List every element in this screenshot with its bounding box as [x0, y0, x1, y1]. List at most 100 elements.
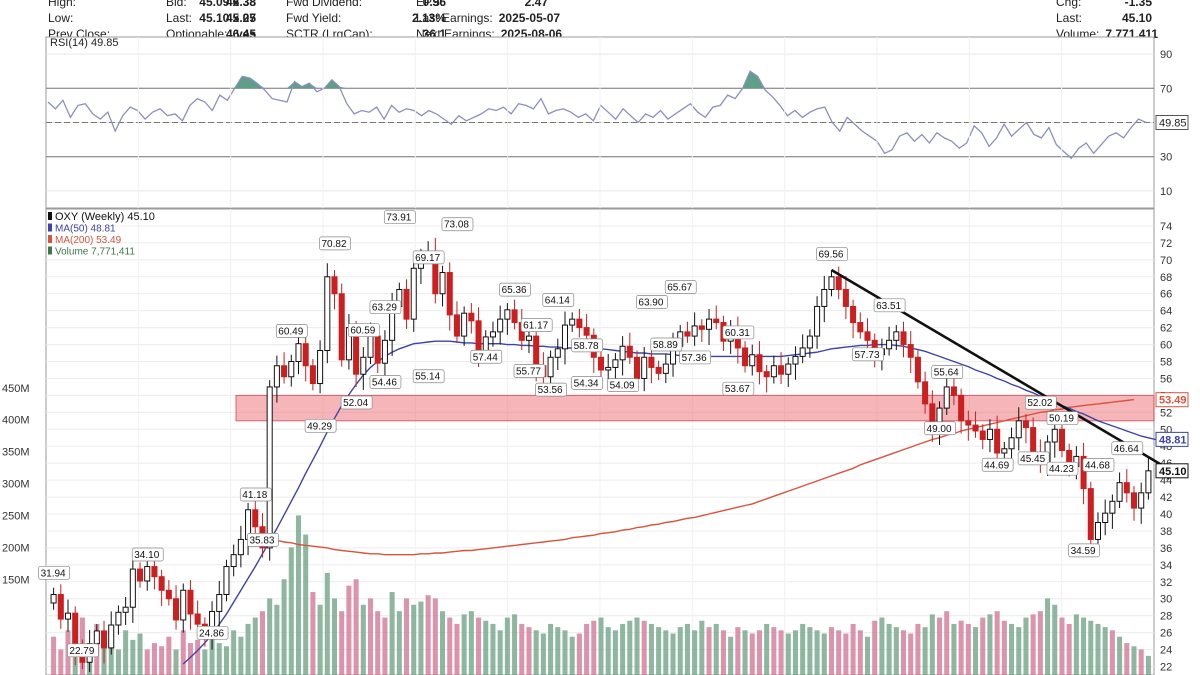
price-label-text: 57.36: [682, 353, 707, 364]
candle-body: [374, 335, 381, 364]
price-label-box: [67, 643, 99, 658]
price-tick-label: 52: [1160, 407, 1172, 419]
candle-body: [706, 318, 713, 330]
volume-bar: [209, 636, 215, 675]
price-label: 24.86: [196, 625, 229, 640]
candle: [706, 308, 713, 345]
legend-text: Volume 7,771,411: [55, 247, 135, 258]
volume-bar: [706, 627, 712, 675]
candle-body: [626, 345, 633, 358]
candle: [886, 326, 893, 356]
volume-bar: [490, 623, 496, 675]
price-label-text: 60.59: [350, 326, 375, 337]
volume-bar: [195, 639, 201, 675]
candle-body: [115, 611, 122, 626]
candle: [922, 371, 929, 414]
price-label-text: 34.59: [1071, 546, 1096, 557]
price-label-text: 63.51: [876, 301, 901, 312]
price-label: 63.29: [369, 300, 402, 315]
candle-body: [511, 309, 518, 324]
volume-bar: [1109, 630, 1115, 675]
candle-body: [100, 630, 108, 649]
price-label-text: 41.18: [242, 490, 267, 501]
candle-body: [317, 349, 324, 385]
price-label-text: 54.09: [610, 381, 635, 392]
volume-bar: [1066, 623, 1072, 675]
volume-bar: [677, 627, 683, 675]
volume-bar: [771, 627, 777, 675]
candle-body: [122, 606, 129, 613]
candle-body: [482, 336, 489, 352]
candle: [842, 275, 849, 320]
volume-bar: [411, 604, 417, 675]
volume-bar: [612, 630, 618, 675]
candle: [108, 611, 115, 655]
candle: [914, 350, 921, 389]
price-label: 54.34: [571, 376, 603, 390]
volume-bar: [807, 627, 813, 675]
volume-bar: [382, 617, 388, 675]
quote-value: 46.38: [225, 0, 256, 9]
volume-bar: [540, 633, 546, 675]
price-label: 49.00: [924, 421, 956, 436]
price-label-text: 55.77: [516, 366, 541, 377]
price-tick-label: 66: [1160, 289, 1172, 301]
candle-body: [785, 363, 792, 375]
volume-bar: [259, 611, 265, 675]
candle-body: [309, 365, 316, 385]
candle-body: [864, 331, 871, 341]
candle: [525, 329, 532, 354]
candle: [1015, 407, 1022, 451]
volume-bar: [166, 636, 172, 675]
candle: [626, 332, 633, 365]
volume-bar: [1045, 598, 1051, 675]
volume-bar: [404, 598, 410, 675]
price-label: 64.14: [542, 293, 575, 307]
volume-bar: [692, 630, 698, 675]
volume-bar: [497, 630, 503, 675]
price-label-box: [470, 349, 503, 364]
volume-bar: [454, 623, 460, 675]
candle: [763, 364, 770, 393]
candle: [331, 270, 338, 310]
volume-bar: [223, 646, 229, 675]
price-label-box: [319, 236, 351, 251]
volume-bar: [749, 633, 755, 675]
price-label-text: 52.04: [343, 398, 368, 409]
candle-body: [489, 331, 496, 338]
price-label-box: [499, 282, 531, 297]
volume-bar: [108, 636, 114, 675]
price-label: 44.23: [1046, 461, 1079, 476]
price-label-box: [664, 280, 697, 294]
price-label: 73.91: [383, 210, 416, 225]
price-tick-label: 60: [1160, 340, 1172, 352]
price-label: 58.78: [571, 338, 603, 353]
volume-bar: [1030, 614, 1036, 675]
quote-row: Last: 45.10: [1056, 10, 1152, 26]
rsi-tick-label: 70: [1160, 83, 1172, 95]
candle-body: [266, 386, 273, 549]
last-value-label: 45.10: [1155, 463, 1189, 479]
candle-body: [1030, 427, 1037, 454]
volume-bar: [951, 623, 957, 675]
candle-body: [165, 589, 172, 600]
price-label-text: 55.64: [934, 368, 959, 379]
price-label-text: 50.19: [1049, 414, 1074, 425]
volume-bar: [202, 649, 208, 675]
volume-bar: [137, 633, 143, 675]
price-label-text: 54.34: [574, 379, 599, 390]
volume-bar: [58, 649, 64, 675]
candle-body: [821, 288, 828, 307]
price-label-box: [873, 298, 906, 313]
candle: [900, 321, 907, 358]
last-value-text: 48.81: [1159, 434, 1187, 446]
volume-bar: [800, 623, 806, 675]
volume-bar: [634, 617, 640, 675]
price-label-box: [1025, 395, 1057, 410]
price-label: 31.94: [38, 565, 70, 580]
candle: [165, 580, 172, 606]
volume-bar: [1138, 649, 1144, 675]
volume-bar: [231, 630, 237, 675]
candle: [439, 265, 446, 307]
